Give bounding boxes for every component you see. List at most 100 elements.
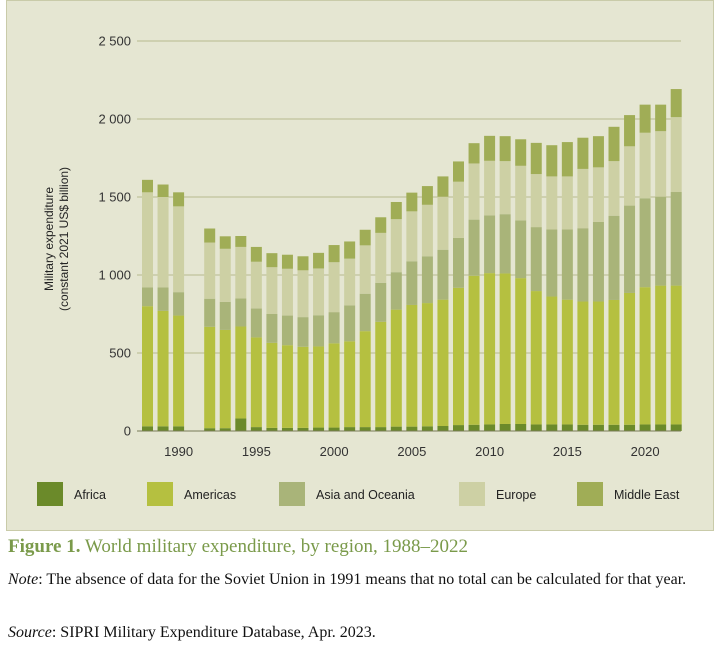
bar-segment [437,299,449,427]
bar-segment [359,427,371,431]
bar-segment [266,253,278,268]
bar-segment [375,217,387,233]
source-label: Source [8,624,52,641]
figure-caption: Figure 1. World military expenditure, by… [8,536,468,558]
figure-source: Source: SIPRI Military Expenditure Datab… [8,624,376,642]
bar-segment [157,184,169,197]
bar-segment [670,89,682,118]
bar-segment [235,418,247,431]
y-axis-title: (constant 2021 US$ billion) [57,167,71,311]
bar-segment [328,262,340,313]
bar-segment [344,258,356,306]
bar-segment [219,329,231,429]
bar-segment [546,176,558,230]
bar-segment [499,423,511,431]
y-axis-title: Military expenditure [42,187,56,291]
bar-segment [577,168,589,229]
bar-segment [235,246,247,299]
bar-segment [608,299,620,425]
bar-segment [157,287,169,311]
bar-segment [561,424,573,431]
bar-segment [250,308,262,338]
bar-segment [204,242,216,299]
bar-segment [297,317,309,347]
bar-segment [142,426,153,431]
bar-segment [437,196,449,250]
bar-segment [421,186,433,205]
bar-segment [577,301,589,425]
bar-segment [359,245,371,294]
bar-segment [219,248,231,302]
bar-segment [250,337,262,428]
bar-segment [670,424,682,431]
bar-segment [608,424,620,431]
bar-segment [639,104,651,133]
bar-segment [453,181,464,238]
bar-segment [592,221,604,302]
y-tick-label: 1 500 [98,190,131,205]
bar-segment [390,309,402,427]
y-tick-label: 2 000 [98,112,131,127]
bar-segment [561,299,573,425]
bar-segment [421,256,433,304]
bar-segment [561,229,573,300]
chart: 0 500 1 000 1 500 2 000 2 500 1990 1995 2000 2005… [37,34,682,506]
bar-segment [266,314,278,343]
bar-segment [515,139,527,166]
bar-segment [173,192,185,207]
bar-segment [530,142,542,175]
bar-segment [375,282,387,322]
bar-segment [235,326,247,419]
x-tick-label: 1995 [242,444,271,459]
bar-segment [592,424,604,431]
legend-label: Americas [184,488,236,502]
bar-segment [499,214,511,274]
bar-segment [204,228,216,243]
bar-segment [655,131,667,197]
bar-segment [281,427,293,431]
bar-segment [639,132,651,199]
bar-segment [484,135,496,161]
bar-segment [468,219,480,276]
bar-segment [437,249,449,300]
bar-segment [375,321,387,428]
bar-segment [639,424,651,431]
bar-segment [670,192,682,286]
bar-segment [219,236,231,249]
bar-segment [670,285,682,425]
bar-segment [530,227,542,292]
bar-segment [375,232,387,283]
bar-segment [624,115,636,147]
legend-label: Middle East [614,488,680,502]
bar-segment [390,426,402,431]
bar-segment [421,426,433,431]
bar-segment [484,424,496,431]
legend-swatch [459,482,485,506]
bar-segment [250,261,262,309]
bar-segment [157,197,169,288]
figure-note: Note: The absence of data for the Soviet… [8,568,714,591]
bar-segment [624,424,636,431]
bar-segment [313,268,325,316]
bar-segment [608,215,620,300]
legend-swatch [279,482,305,506]
bar-segment [281,268,293,316]
bar-segment [375,427,387,431]
bar-segment [328,245,340,263]
bar-segment [624,205,636,293]
bar-segment [250,246,262,262]
bar-segment [577,424,589,431]
bar-segment [250,427,262,431]
legend-label: Europe [496,488,536,502]
bar-segment [655,424,667,431]
legend-swatch [147,482,173,506]
bar-segment [281,254,293,269]
bar-segment [577,137,589,169]
y-tick-label: 1 000 [98,268,131,283]
bar-segment [281,345,293,428]
y-tick-label: 500 [109,346,131,361]
bar-segment [546,424,558,431]
bar-segment [453,161,464,182]
bar-segment [390,272,402,310]
x-tick-label: 1990 [164,444,193,459]
